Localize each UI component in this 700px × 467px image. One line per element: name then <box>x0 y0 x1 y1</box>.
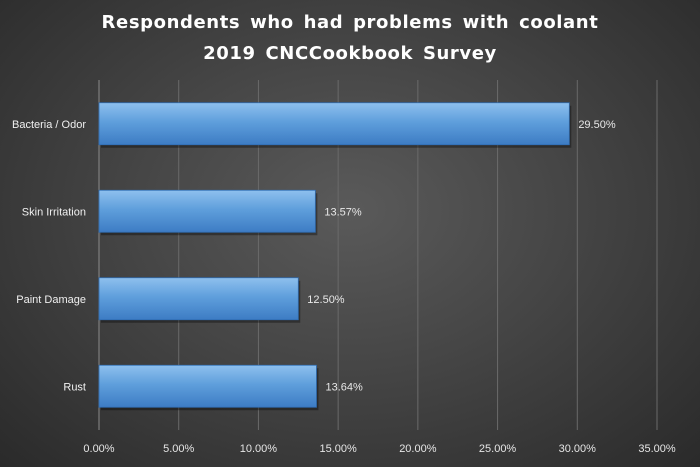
data-label-1: 13.57% <box>324 206 362 218</box>
x-tick-label-3: 15.00% <box>319 443 357 455</box>
data-label-0: 29.50% <box>578 119 616 131</box>
x-tick-label-1: 5.00% <box>163 443 194 455</box>
bar-2 <box>98 277 299 321</box>
x-tick-label-6: 30.00% <box>559 443 597 455</box>
chart-title-line-1: Respondents who had problems with coolan… <box>101 12 599 33</box>
chart-title-line-2: 2019 CNCCookbook Survey <box>203 43 497 64</box>
category-label-1: Skin Irritation <box>22 206 86 218</box>
bars <box>98 102 572 411</box>
x-tick-label-0: 0.00% <box>83 443 114 455</box>
bar-3 <box>98 364 317 408</box>
x-tick-label-2: 10.00% <box>240 443 278 455</box>
x-tick-label-7: 35.00% <box>638 443 676 455</box>
category-label-0: Bacteria / Odor <box>12 119 86 131</box>
x-tick-label-5: 25.00% <box>479 443 517 455</box>
data-label-3: 13.64% <box>325 381 363 393</box>
labels: 0.00% 5.00% 10.00% 15.00% 20.00% 25.00% 30.00%… <box>12 119 676 455</box>
bar-1 <box>98 189 316 233</box>
category-label-2: Paint Damage <box>16 294 86 306</box>
bar-0 <box>98 102 570 146</box>
data-label-2: 12.50% <box>307 294 345 306</box>
x-tick-label-4: 20.00% <box>399 443 437 455</box>
category-label-3: Rust <box>63 381 86 393</box>
